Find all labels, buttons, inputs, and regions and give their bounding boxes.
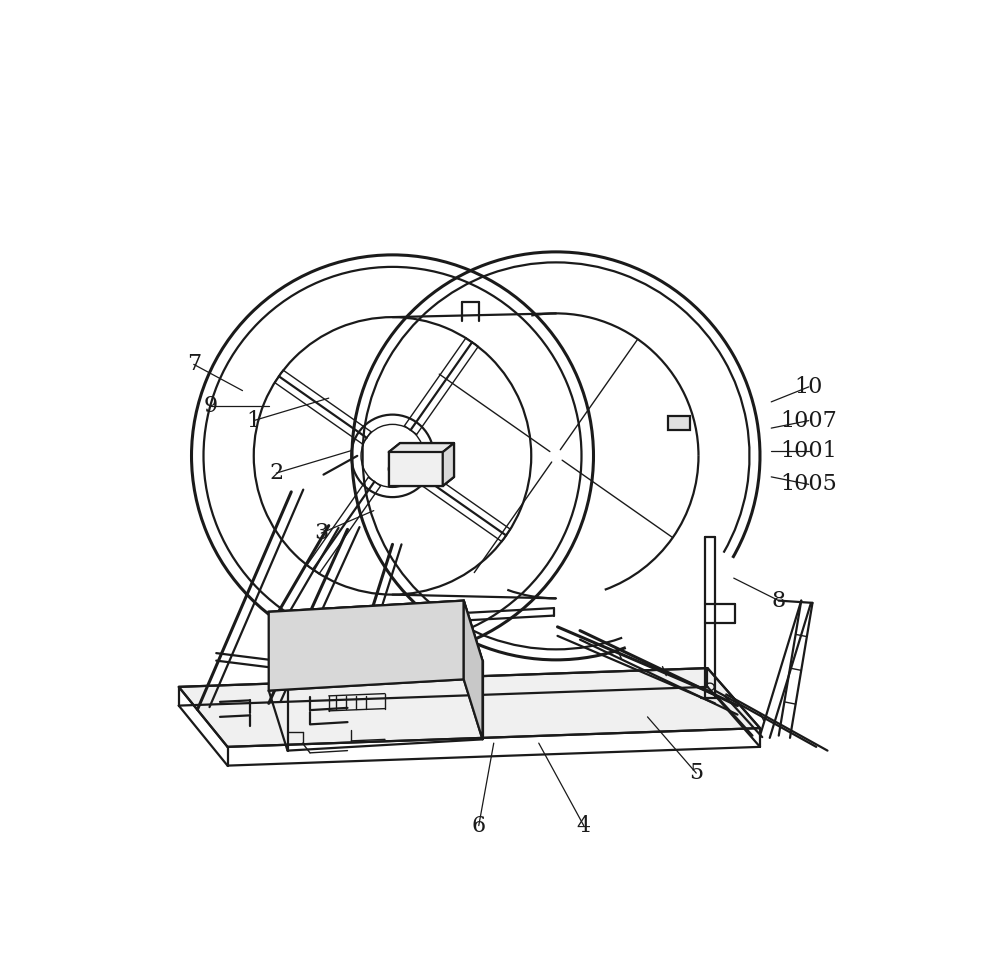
Polygon shape	[443, 443, 454, 486]
Text: 6: 6	[472, 814, 486, 837]
Polygon shape	[668, 416, 690, 430]
Text: 1: 1	[247, 410, 261, 431]
Text: 5: 5	[689, 762, 703, 784]
Polygon shape	[389, 443, 454, 452]
Text: 1001: 1001	[780, 439, 837, 462]
Text: 1005: 1005	[780, 473, 837, 496]
Text: 10: 10	[795, 376, 823, 397]
Text: 1007: 1007	[780, 410, 837, 431]
Text: 4: 4	[577, 814, 591, 837]
Polygon shape	[269, 601, 483, 672]
Text: 2: 2	[269, 462, 283, 484]
Polygon shape	[389, 452, 443, 486]
Text: 8: 8	[772, 589, 786, 612]
Text: 3: 3	[314, 522, 328, 544]
Polygon shape	[179, 668, 760, 747]
Polygon shape	[269, 601, 464, 691]
Text: 9: 9	[204, 394, 218, 417]
Polygon shape	[464, 601, 483, 739]
Text: 7: 7	[187, 354, 201, 375]
